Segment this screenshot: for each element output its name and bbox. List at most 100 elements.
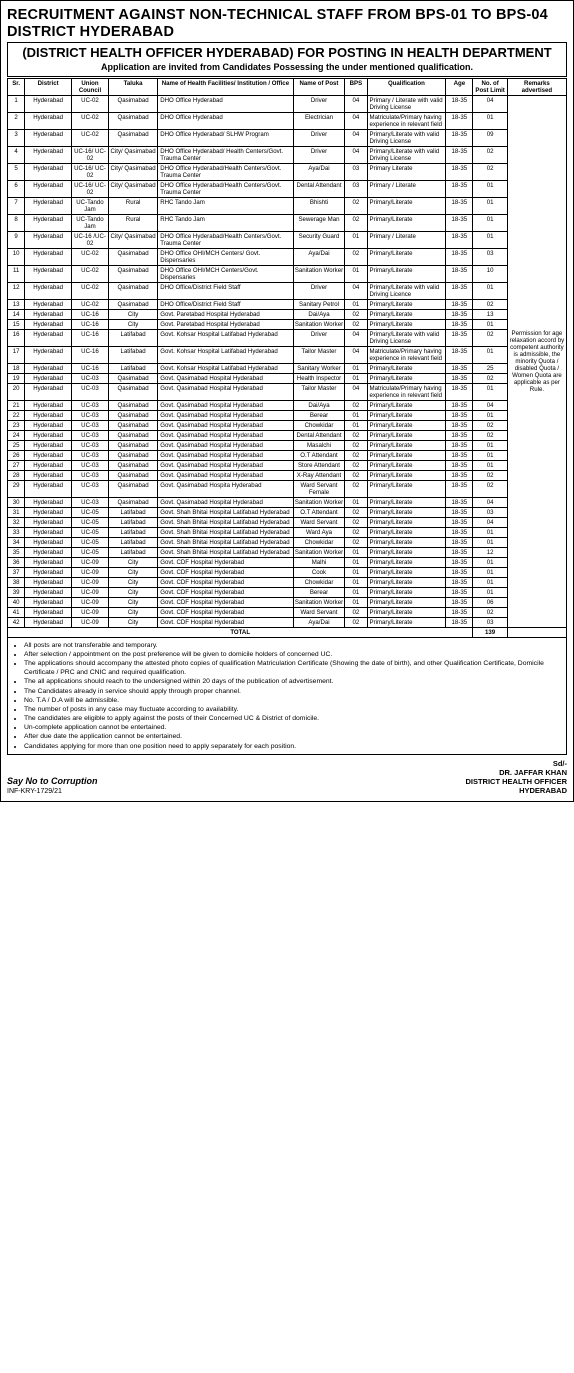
table-cell: 01 bbox=[473, 319, 507, 329]
table-cell: Primary/Literate bbox=[367, 410, 446, 420]
table-row: 19HyderabadUC-03QasimabadGovt. Qasimabad… bbox=[8, 373, 567, 383]
note-item: After due date the application cannot be… bbox=[24, 732, 562, 741]
table-cell: UC-16 bbox=[72, 346, 109, 363]
table-cell: 18-35 bbox=[446, 507, 473, 517]
table-cell: 02 bbox=[473, 329, 507, 346]
table-row: 18HyderabadUC-16LatifabadGovt. Kohsar Ho… bbox=[8, 363, 567, 373]
table-cell: 18-35 bbox=[446, 265, 473, 282]
table-cell: Govt. Shah Bhitai Hospital Latifabad Hyd… bbox=[158, 517, 293, 527]
table-cell: City bbox=[108, 617, 157, 627]
table-cell: UC-09 bbox=[72, 557, 109, 567]
table-cell: Sanitation Worker bbox=[293, 597, 345, 607]
table-cell: Chowkidar bbox=[293, 420, 345, 430]
table-cell: 01 bbox=[345, 597, 367, 607]
table-cell: 24 bbox=[8, 430, 25, 440]
table-cell: 01 bbox=[473, 460, 507, 470]
table-cell: Govt. CDF Hospital Hyderabad bbox=[158, 567, 293, 577]
table-cell: Govt. CDF Hospital Hyderabad bbox=[158, 577, 293, 587]
table-cell: Hyderabad bbox=[25, 319, 72, 329]
table-cell: Primary/Literate bbox=[367, 470, 446, 480]
table-cell: Store Attendant bbox=[293, 460, 345, 470]
note-item: The candidates are eligible to apply aga… bbox=[24, 714, 562, 723]
table-cell: Hyderabad bbox=[25, 309, 72, 319]
table-cell: Qasimabad bbox=[108, 265, 157, 282]
table-row: 7HyderabadUC-Tando JamRuralRHC Tando Jam… bbox=[8, 197, 567, 214]
col-header: Qualification bbox=[367, 78, 446, 95]
table-cell: 01 bbox=[345, 567, 367, 577]
table-cell: Govt. CDF Hospital Hyderabad bbox=[158, 587, 293, 597]
table-cell: 3 bbox=[8, 129, 25, 146]
table-cell: 04 bbox=[345, 112, 367, 129]
table-cell: 20 bbox=[8, 383, 25, 400]
table-cell: Hyderabad bbox=[25, 400, 72, 410]
table-cell: UC-05 bbox=[72, 517, 109, 527]
note-item: No. T.A / D.A will be admissible. bbox=[24, 696, 562, 705]
table-cell: 29 bbox=[8, 480, 25, 497]
table-cell: 6 bbox=[8, 180, 25, 197]
table-cell: Govt. Paretabad Hospital Hyderabad bbox=[158, 319, 293, 329]
table-cell: 02 bbox=[345, 527, 367, 537]
table-cell: Primary/Literate bbox=[367, 527, 446, 537]
table-cell: DHO Office Hyderabad bbox=[158, 112, 293, 129]
table-cell: UC-02 bbox=[72, 265, 109, 282]
table-cell: Hyderabad bbox=[25, 557, 72, 567]
table-cell: Driver bbox=[293, 146, 345, 163]
table-cell: Hyderabad bbox=[25, 450, 72, 460]
table-cell: 09 bbox=[473, 129, 507, 146]
table-cell: Health Inspector bbox=[293, 373, 345, 383]
table-cell: Rural bbox=[108, 197, 157, 214]
table-cell: Latifabad bbox=[108, 507, 157, 517]
table-cell: 41 bbox=[8, 607, 25, 617]
table-cell: 18-35 bbox=[446, 383, 473, 400]
table-cell: Primary/Literate with valid Driving Lice… bbox=[367, 329, 446, 346]
table-cell: Govt. Shah Bhitai Hospital Latifabad Hyd… bbox=[158, 507, 293, 517]
say-no-corruption: Say No to Corruption bbox=[7, 776, 98, 786]
table-cell: Security Guard bbox=[293, 231, 345, 248]
table-cell: 18-35 bbox=[446, 617, 473, 627]
table-cell: UC-16 bbox=[72, 309, 109, 319]
table-cell: 11 bbox=[8, 265, 25, 282]
table-cell: Primary/Literate bbox=[367, 197, 446, 214]
table-cell: 18-35 bbox=[446, 163, 473, 180]
table-cell: 32 bbox=[8, 517, 25, 527]
table-cell: Govt. Kohsar Hospital Latifabad Hyderaba… bbox=[158, 363, 293, 373]
table-cell: Govt. Paretabad Hospital Hyderabad bbox=[158, 309, 293, 319]
intro-line: Application are invited from Candidates … bbox=[12, 62, 562, 72]
table-cell: 1 bbox=[8, 95, 25, 112]
table-cell: Hyderabad bbox=[25, 507, 72, 517]
table-cell: 04 bbox=[345, 383, 367, 400]
table-cell: UC-02 bbox=[72, 282, 109, 299]
table-cell: 2 bbox=[8, 112, 25, 129]
table-cell: Govt. Qasimabad Hospital Hyderabad bbox=[158, 383, 293, 400]
table-row: 8HyderabadUC-Tando JamRuralRHC Tando Jam… bbox=[8, 214, 567, 231]
table-cell: 04 bbox=[345, 129, 367, 146]
table-cell: 02 bbox=[345, 450, 367, 460]
table-cell: 02 bbox=[345, 319, 367, 329]
table-cell: Sanitary Petrol bbox=[293, 299, 345, 309]
remarks-cell: Permission for age relaxation accord by … bbox=[507, 95, 566, 627]
table-cell: 02 bbox=[473, 480, 507, 497]
table-row: 21HyderabadUC-03QasimabadGovt. Qasimabad… bbox=[8, 400, 567, 410]
table-cell: 03 bbox=[345, 180, 367, 197]
table-cell: 37 bbox=[8, 567, 25, 577]
table-cell: Qasimabad bbox=[108, 480, 157, 497]
table-cell: DHO Office Hyderabad/Health Centers/Govt… bbox=[158, 231, 293, 248]
table-cell: 01 bbox=[473, 112, 507, 129]
table-row: 6HyderabadUC-16/ UC-02City/ QasimabadDHO… bbox=[8, 180, 567, 197]
table-cell: UC-03 bbox=[72, 450, 109, 460]
table-cell: Primary/Literate bbox=[367, 587, 446, 597]
table-cell: 01 bbox=[345, 557, 367, 567]
table-row: 20HyderabadUC-03QasimabadGovt. Qasimabad… bbox=[8, 383, 567, 400]
table-row: 29HyderabadUC-03QasimabadGovt. Qasimabad… bbox=[8, 480, 567, 497]
table-cell: 02 bbox=[345, 517, 367, 527]
table-cell: 8 bbox=[8, 214, 25, 231]
table-cell: 01 bbox=[473, 346, 507, 363]
table-cell: 38 bbox=[8, 577, 25, 587]
table-cell: Hyderabad bbox=[25, 95, 72, 112]
table-cell: 18-35 bbox=[446, 557, 473, 567]
table-cell: Hyderabad bbox=[25, 146, 72, 163]
table-cell: Masalchi bbox=[293, 440, 345, 450]
table-cell: O.T Attendant bbox=[293, 450, 345, 460]
table-cell: UC-03 bbox=[72, 497, 109, 507]
table-cell: UC-05 bbox=[72, 537, 109, 547]
